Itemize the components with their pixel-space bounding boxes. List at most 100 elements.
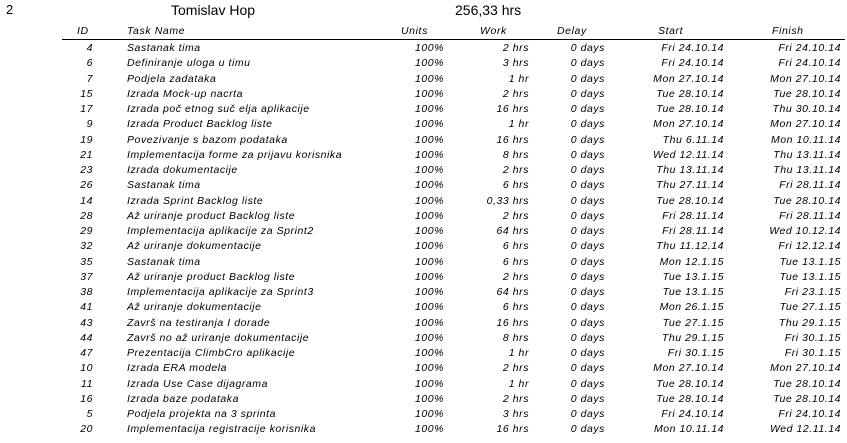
task-id: 32 bbox=[80, 240, 93, 253]
task-start: Fri 24.10.14 bbox=[661, 57, 724, 70]
task-start: Mon 10.11.14 bbox=[653, 423, 724, 436]
table-row[interactable]: 47 Prezentacija ClimbCro aplikacije 100% 1 … bbox=[0, 347, 847, 362]
task-finish: Mon 27.10.14 bbox=[770, 72, 841, 85]
table-row[interactable]: 32 Až uriranje dokumentacije 100% 6 hrs 0 da… bbox=[0, 240, 847, 255]
task-start: Mon 27.10.14 bbox=[653, 118, 724, 131]
task-id: 16 bbox=[80, 392, 93, 405]
task-id: 38 bbox=[80, 286, 93, 298]
task-work: 16 hrs bbox=[496, 103, 529, 115]
task-delay: 0 days bbox=[570, 225, 605, 237]
task-work: 2 hrs bbox=[502, 362, 529, 375]
task-start: Fri 28.11.14 bbox=[662, 209, 724, 222]
task-id: 9 bbox=[86, 118, 93, 131]
table-row[interactable]: 26 Sastanak tima 100% 6 hrs 0 days Thu 27.11.… bbox=[0, 179, 847, 194]
task-name: Sastanak tima bbox=[127, 179, 201, 192]
task-name: Implementacija forme za prijavu korisnik… bbox=[127, 148, 343, 161]
task-name: Izrada Product Backlog liste bbox=[127, 118, 273, 131]
task-id: 28 bbox=[80, 209, 93, 222]
table-row[interactable]: 15 Izrada Mock-up nacrta 100% 2 hrs 0 days Tu… bbox=[0, 88, 847, 103]
table-row[interactable]: 28 Až uriranje product Backlog liste 100% 2… bbox=[0, 210, 847, 225]
task-delay: 0 days bbox=[570, 179, 605, 192]
task-name: Definiranje uloga u timu bbox=[127, 57, 251, 70]
column-header-units: Units bbox=[401, 25, 428, 37]
task-work: 64 hrs bbox=[496, 225, 529, 237]
task-work: 1 hr bbox=[508, 347, 529, 359]
task-name: Implementacija aplikacije za Sprint2 bbox=[127, 225, 314, 237]
task-delay: 0 days bbox=[570, 194, 605, 207]
task-start: Thu 11.12.14 bbox=[656, 240, 724, 253]
task-units: 100% bbox=[414, 42, 444, 54]
table-row[interactable]: 10 Izrada ERA modela 100% 2 hrs 0 days Mon 27… bbox=[0, 362, 847, 377]
task-units: 100% bbox=[414, 316, 444, 329]
task-name: Završ no až uriranje dokumentacije bbox=[127, 331, 310, 344]
table-row[interactable]: 14 Izrada Sprint Backlog liste 100% 0,33 hr… bbox=[0, 195, 847, 210]
task-delay: 0 days bbox=[570, 133, 605, 146]
task-finish: Fri 24.10.14 bbox=[778, 408, 841, 420]
table-row[interactable]: 6 Definiranje uloga u timu 100% 3 hrs 0 days… bbox=[0, 57, 847, 72]
table-row[interactable]: 41 Až uriranje dokumentacije 100% 6 hrs 0 da… bbox=[0, 301, 847, 316]
task-id: 23 bbox=[80, 164, 93, 176]
table-row[interactable]: 5 Podjela projekta na 3 sprinta 100% 3 hrs 0… bbox=[0, 408, 847, 423]
task-work: 2 hrs bbox=[502, 270, 529, 283]
task-start: Thu 13.11.14 bbox=[656, 164, 724, 176]
task-start: Tue 13.1.15 bbox=[662, 286, 724, 298]
task-units: 100% bbox=[414, 72, 444, 85]
task-id: 20 bbox=[80, 423, 93, 436]
task-work: 3 hrs bbox=[502, 408, 529, 420]
task-name: Implementacija aplikacije za Sprint3 bbox=[127, 286, 314, 298]
table-row[interactable]: 21 Implementacija forme za prijavu korisn… bbox=[0, 149, 847, 164]
task-start: Mon 12.1.15 bbox=[659, 255, 724, 268]
task-work: 6 hrs bbox=[502, 179, 529, 192]
table-row[interactable]: 4 Sastanak tima 100% 2 hrs 0 days Fri 24.10.1… bbox=[0, 42, 847, 57]
table-row[interactable]: 29 Implementacija aplikacije za Sprint2 10… bbox=[0, 225, 847, 240]
task-finish: Thu 13.11.14 bbox=[773, 164, 841, 176]
column-header-id: ID bbox=[77, 25, 89, 37]
task-finish: Tue 28.10.14 bbox=[773, 194, 841, 207]
table-row[interactable]: 37 Až uriranje product Backlog liste 100% 2… bbox=[0, 271, 847, 286]
task-finish: Fri 30.1.15 bbox=[784, 347, 841, 359]
task-units: 100% bbox=[414, 347, 444, 359]
task-work: 16 hrs bbox=[496, 133, 529, 146]
task-delay: 0 days bbox=[570, 331, 605, 344]
table-row[interactable]: 38 Implementacija aplikacije za Sprint3 10… bbox=[0, 286, 847, 301]
table-row[interactable]: 19 Povezivanje s bazom podataka 100% 16 hrs… bbox=[0, 134, 847, 149]
table-row[interactable]: 17 Izrada poč etnog suč elja aplikacije 10… bbox=[0, 103, 847, 118]
table-row[interactable]: 20 Implementacija registracije korisnika 1… bbox=[0, 423, 847, 438]
table-row[interactable]: 7 Podjela zadataka 100% 1 hr 0 days Mon 27.10… bbox=[0, 73, 847, 88]
task-name: Podjela projekta na 3 sprinta bbox=[127, 408, 277, 420]
task-delay: 0 days bbox=[570, 72, 605, 85]
task-finish: Fri 28.11.14 bbox=[779, 179, 841, 192]
task-work: 6 hrs bbox=[502, 240, 529, 253]
task-work: 2 hrs bbox=[502, 209, 529, 222]
task-start: Thu 29.1.15 bbox=[661, 331, 724, 344]
task-units: 100% bbox=[414, 57, 444, 70]
task-delay: 0 days bbox=[570, 362, 605, 375]
table-row[interactable]: 16 Izrada baze podataka 100% 2 hrs 0 days Tue… bbox=[0, 393, 847, 408]
task-units: 100% bbox=[414, 331, 444, 344]
task-name: Izrada dokumentacije bbox=[127, 164, 238, 176]
task-delay: 0 days bbox=[570, 286, 605, 298]
task-id: 4 bbox=[86, 42, 93, 54]
column-header-finish: Finish bbox=[772, 25, 804, 37]
task-finish: Thu 30.10.14 bbox=[772, 103, 841, 115]
table-row[interactable]: 23 Izrada dokumentacije 100% 2 hrs 0 days Thu… bbox=[0, 164, 847, 179]
task-start: Mon 27.10.14 bbox=[653, 362, 724, 375]
column-header-start: Start bbox=[658, 25, 684, 37]
task-work: 64 hrs bbox=[496, 286, 529, 298]
task-units: 100% bbox=[414, 240, 444, 253]
task-name: Izrada Use Case dijagrama bbox=[127, 377, 268, 390]
table-row[interactable]: 9 Izrada Product Backlog liste 100% 1 hr 0 d… bbox=[0, 118, 847, 133]
task-finish: Tue 13.1.15 bbox=[779, 270, 841, 283]
task-work: 8 hrs bbox=[502, 148, 529, 161]
task-units: 100% bbox=[414, 103, 444, 115]
table-row[interactable]: 44 Završ no až uriranje dokumentacije 100%… bbox=[0, 332, 847, 347]
task-units: 100% bbox=[414, 362, 444, 375]
table-row[interactable]: 11 Izrada Use Case dijagrama 100% 1 hr 0 day… bbox=[0, 378, 847, 393]
task-units: 100% bbox=[414, 194, 444, 207]
task-units: 100% bbox=[414, 377, 444, 390]
task-name: Až uriranje dokumentacije bbox=[127, 301, 262, 314]
task-finish: Tue 28.10.14 bbox=[773, 377, 841, 390]
table-row[interactable]: 43 Završ na testiranja I dorade 100% 16 hrs… bbox=[0, 317, 847, 332]
table-row[interactable]: 35 Sastanak tima 100% 6 hrs 0 days Mon 12.1.1… bbox=[0, 256, 847, 271]
task-delay: 0 days bbox=[570, 148, 605, 161]
